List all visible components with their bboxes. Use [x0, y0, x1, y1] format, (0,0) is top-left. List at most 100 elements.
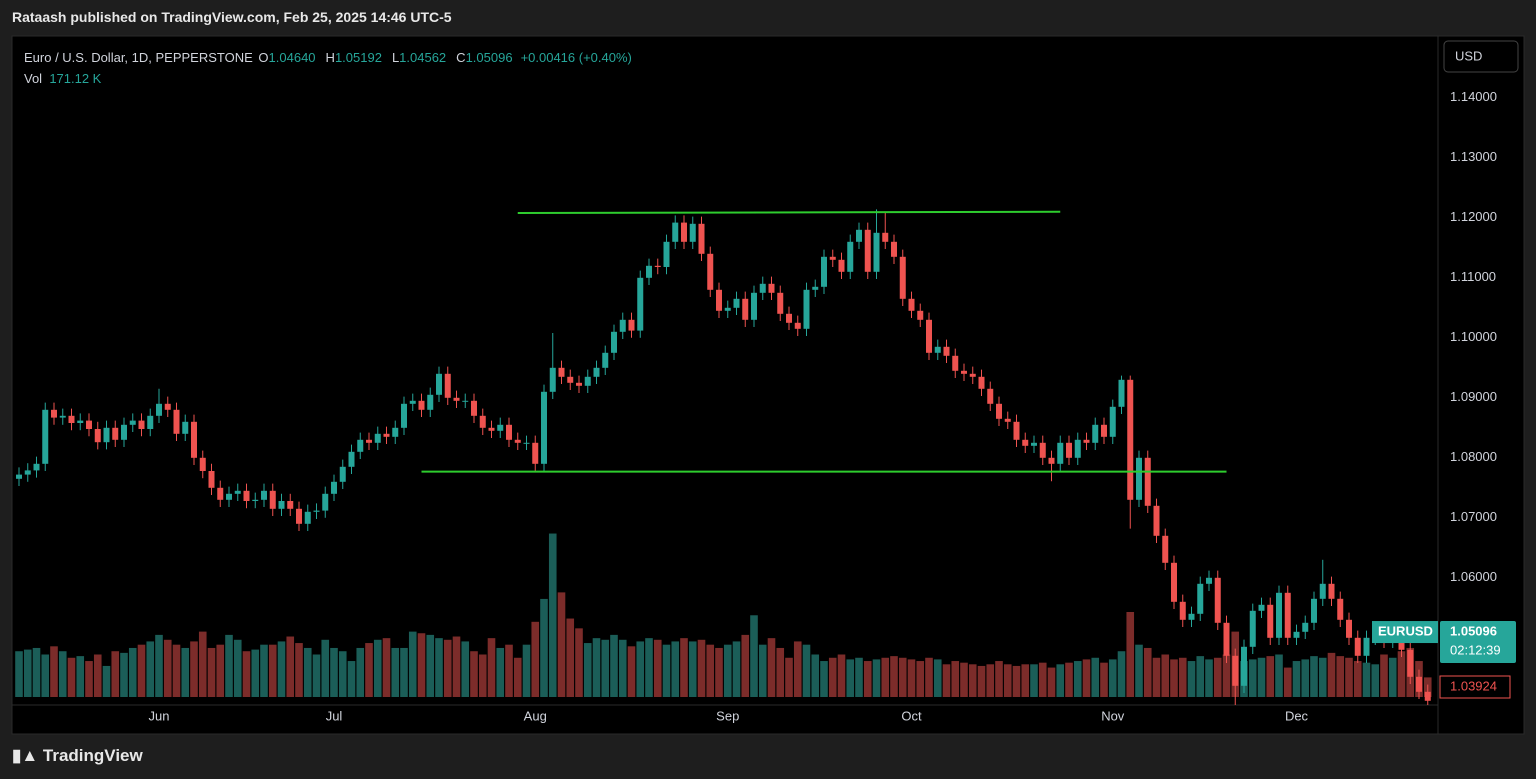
volume-bar [1362, 662, 1371, 697]
candle-body [794, 322, 801, 329]
volume-bar [793, 641, 802, 697]
volume-bar [1371, 664, 1380, 697]
volume-bar [653, 639, 662, 697]
currency-button[interactable] [1443, 40, 1519, 73]
y-tick-label: 1.07000 [1450, 509, 1497, 524]
candle-body [969, 373, 976, 377]
volume-bar [1266, 656, 1275, 697]
brand-text: TradingView [42, 746, 143, 765]
volume-bar [128, 647, 137, 697]
volume-bar [1003, 664, 1012, 697]
volume-bar [198, 631, 207, 697]
volume-bar [951, 661, 960, 697]
volume-bar [15, 651, 23, 697]
volume-bar [93, 654, 102, 697]
candle-body [1232, 655, 1239, 686]
legend: Euro / U.S. Dollar, 1D, PEPPERSTONE O1.0… [24, 47, 640, 89]
candle-body [444, 373, 451, 398]
volume-bar [776, 647, 785, 697]
candle-body [357, 439, 364, 452]
candle-body [147, 415, 154, 429]
candle-body [934, 346, 941, 353]
volume-bar [977, 665, 986, 697]
field-key: O [258, 50, 269, 65]
candle-body [304, 511, 311, 524]
volume-bar [890, 656, 898, 697]
candle-body [453, 397, 460, 401]
volume-bar [1380, 654, 1388, 697]
volume-bar [680, 638, 688, 697]
publish-header: Rataash published on TradingView.com, Fe… [12, 9, 452, 25]
candle-body [1057, 442, 1064, 464]
volume-bar [382, 638, 391, 697]
candle-body [786, 313, 792, 323]
candle-body [567, 376, 574, 383]
volume-bar [1213, 657, 1222, 697]
candle-body [261, 490, 267, 500]
candle-body [1354, 637, 1361, 656]
trendline [517, 210, 1061, 214]
volume-bar [758, 644, 767, 697]
y-tick-label: 1.12000 [1450, 209, 1497, 224]
candle-body [392, 427, 399, 437]
volume-bar [662, 644, 671, 697]
volume-bar [750, 615, 758, 697]
candle-body [523, 442, 530, 444]
volume-bar [557, 592, 566, 697]
candle-body [803, 289, 810, 329]
volume-bar [548, 533, 557, 697]
candle-body [121, 424, 127, 440]
candle-body [1416, 676, 1422, 692]
candle-body [278, 501, 285, 509]
candle-body [1127, 379, 1134, 500]
candle-body [339, 466, 346, 482]
candle-body [1258, 604, 1265, 611]
candle-body [322, 493, 329, 511]
volume-bar [1318, 657, 1327, 697]
volume-bar [58, 651, 67, 697]
candle-body [1267, 604, 1274, 638]
candle-body [164, 403, 171, 410]
candle-body [751, 292, 757, 320]
candle-body [899, 256, 906, 299]
candle-body [847, 241, 854, 272]
volume-bar [470, 651, 478, 697]
candle-body [1424, 691, 1431, 701]
volume-bar [356, 647, 365, 697]
volume-bar [225, 634, 233, 697]
currency-label[interactable]: USD [1455, 48, 1482, 63]
candle-body [94, 429, 101, 443]
volume-bar [898, 657, 907, 697]
candle-body [917, 310, 924, 320]
candle-body [1241, 646, 1247, 686]
candle-body [532, 442, 539, 464]
volume-bar [942, 664, 951, 697]
volume-bar [120, 652, 128, 697]
volume-bar [1178, 657, 1187, 697]
volume-bar [163, 639, 172, 697]
candle-body [1293, 631, 1300, 638]
volume-bar [478, 654, 487, 697]
candle-body [506, 424, 512, 440]
volume-bar [76, 656, 85, 697]
volume-bar [1170, 659, 1178, 697]
candle-body [549, 367, 556, 392]
volume-bar [592, 638, 601, 697]
volume-bar [828, 657, 837, 697]
last-price-tag [1440, 621, 1516, 664]
volume-bar [636, 641, 645, 697]
candle-body [952, 355, 959, 371]
volume-bar [645, 638, 653, 697]
volume-bar [513, 657, 522, 697]
candle-body [882, 232, 889, 242]
candle-body [1092, 424, 1099, 443]
candle-body [497, 424, 504, 431]
volume-bar [1292, 661, 1301, 697]
volume-bar [785, 657, 793, 697]
volume-bar [1108, 659, 1117, 697]
candle-body [1311, 598, 1317, 623]
volume-bar [1353, 661, 1362, 697]
candle-body [479, 415, 486, 428]
volume-key: Vol [24, 71, 43, 86]
candle-body [217, 487, 224, 500]
